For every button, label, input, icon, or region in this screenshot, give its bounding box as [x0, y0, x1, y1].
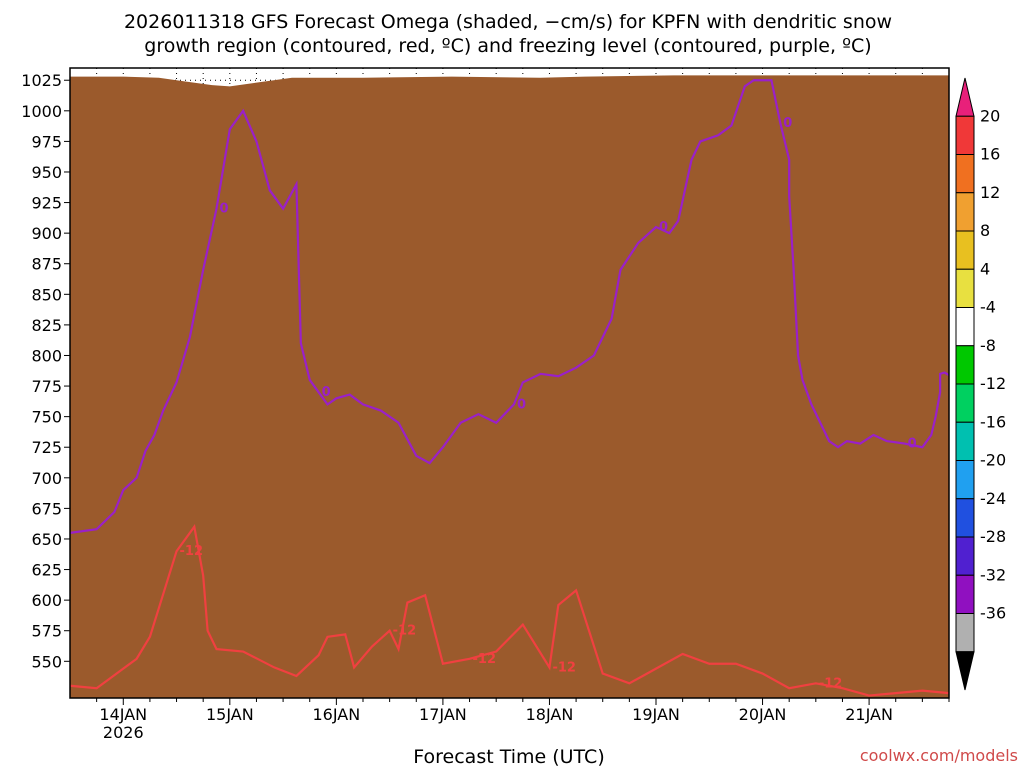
y-tick-label-17: 975 [31, 132, 62, 151]
y-tick-label-9: 775 [31, 377, 62, 396]
freezing-contour-label-0-4: 0 [783, 116, 792, 131]
colorbar-label-0: 20 [980, 106, 1000, 125]
ground-layer [70, 75, 949, 699]
colorbar-label-9: -20 [980, 451, 1006, 470]
dgz-contour-layer: -12 -12 -12 -12 -12 [69, 524, 950, 697]
colorbar-label-11: -28 [980, 527, 1006, 546]
freezing-contour-label-0-2: 0 [517, 397, 526, 412]
x-tick-label-6: 20JAN [739, 705, 787, 724]
colorbar-swatch-2 [955, 154, 975, 194]
colorbar-swatch-1 [955, 115, 975, 155]
y-tick-label-19: 1025 [21, 71, 62, 90]
colorbar-swatch-5 [955, 268, 975, 308]
y-tick-label-14: 900 [31, 224, 62, 243]
colorbar-swatch-4 [955, 230, 975, 270]
colorbar-label-8: -16 [980, 412, 1006, 431]
y-tick-label-18: 1000 [21, 102, 62, 121]
x-tick-label-1: 15JAN [206, 705, 254, 724]
credit-text: coolwx.com/models [860, 746, 1018, 765]
x-tick-label-7: 21JAN [845, 705, 893, 724]
x-tick-sublabel-0: 2026 [103, 723, 144, 742]
chart-title-line1: 2026011318 GFS Forecast Omega (shaded, −… [124, 11, 892, 33]
x-tick-label-0: 14JAN [99, 705, 147, 724]
freezing-contour-label-0-5: 0 [908, 437, 917, 452]
dgz-contour-label-0-2: -12 [473, 652, 497, 667]
plot-frame [69, 67, 950, 699]
dgz-contour-label-0-1: -12 [393, 624, 417, 639]
y-tick-label-4: 650 [31, 530, 62, 549]
colorbar: 20 16 12 8 4 -4 -8 -12 -16 -20 -24 -28 -32 -36 [955, 77, 1006, 691]
y-tick-label-7: 725 [31, 438, 62, 457]
x-tick-label-3: 17JAN [419, 705, 467, 724]
colorbar-label-12: -32 [980, 565, 1006, 584]
ground-terrain [70, 75, 949, 699]
colorbar-label-6: -8 [980, 336, 996, 355]
y-tick-label-2: 600 [31, 591, 62, 610]
freezing-contour-line-0 [69, 79, 950, 534]
colorbar-swatch-14 [955, 613, 975, 653]
colorbar-label-13: -36 [980, 604, 1006, 623]
freezing-level-layer: 0 0 0 0 0 0 [69, 79, 950, 534]
colorbar-bottom-arrow [955, 651, 975, 691]
colorbar-swatch-10 [955, 460, 975, 500]
plot-area: -12 -12 -12 -12 -12 0 0 0 0 0 0 [69, 67, 950, 699]
y-tick-label-11: 825 [31, 316, 62, 335]
colorbar-label-10: -24 [980, 489, 1006, 508]
x-axis-label: Forecast Time (UTC) [413, 746, 604, 768]
y-tick-label-13: 875 [31, 255, 62, 274]
y-tick-label-8: 750 [31, 408, 62, 427]
colorbar-label-7: -12 [980, 374, 1006, 393]
freezing-contour-label-0-1: 0 [322, 385, 331, 400]
colorbar-swatch-7 [955, 345, 975, 385]
colorbar-label-4: 4 [980, 259, 990, 278]
colorbar-label-2: 12 [980, 183, 1000, 202]
y-tick-label-3: 625 [31, 561, 62, 580]
freezing-contour-label-0-0: 0 [220, 202, 229, 217]
colorbar-swatch-9 [955, 421, 975, 461]
y-tick-label-5: 675 [31, 499, 62, 518]
colorbar-swatch-12 [955, 536, 975, 576]
freezing-contour-label-0-3: 0 [659, 220, 668, 235]
x-tick-label-2: 16JAN [313, 705, 361, 724]
colorbar-swatch-8 [955, 383, 975, 423]
colorbar-label-1: 16 [980, 145, 1000, 164]
dgz-contour-label-0-3: -12 [552, 660, 576, 675]
x-tick-label-4: 18JAN [526, 705, 574, 724]
colorbar-label-5: -4 [980, 298, 996, 317]
dgz-contour-line-0 [69, 524, 950, 697]
dgz-contour-label-0-4: -12 [819, 676, 843, 691]
y-axis: 550 575 600 625 650 675 700 725 750 775 800 825 850 8… [21, 71, 70, 671]
y-tick-label-6: 700 [31, 469, 62, 488]
dgz-contour-label-0-0: -12 [180, 544, 204, 559]
y-tick-label-10: 800 [31, 346, 62, 365]
colorbar-label-3: 8 [980, 221, 990, 240]
colorbar-swatch-3 [955, 192, 975, 232]
colorbar-swatch-13 [955, 574, 975, 614]
chart-title-line2: growth region (contoured, red, ºC) and f… [144, 35, 871, 57]
colorbar-top-arrow [955, 77, 975, 117]
y-tick-label-16: 950 [31, 163, 62, 182]
y-tick-label-1: 575 [31, 622, 62, 641]
colorbar-swatch-6 [955, 307, 975, 347]
y-tick-label-0: 550 [31, 652, 62, 671]
y-tick-label-12: 850 [31, 285, 62, 304]
x-tick-label-5: 19JAN [632, 705, 680, 724]
colorbar-swatch-11 [955, 498, 975, 538]
y-tick-label-15: 925 [31, 194, 62, 213]
